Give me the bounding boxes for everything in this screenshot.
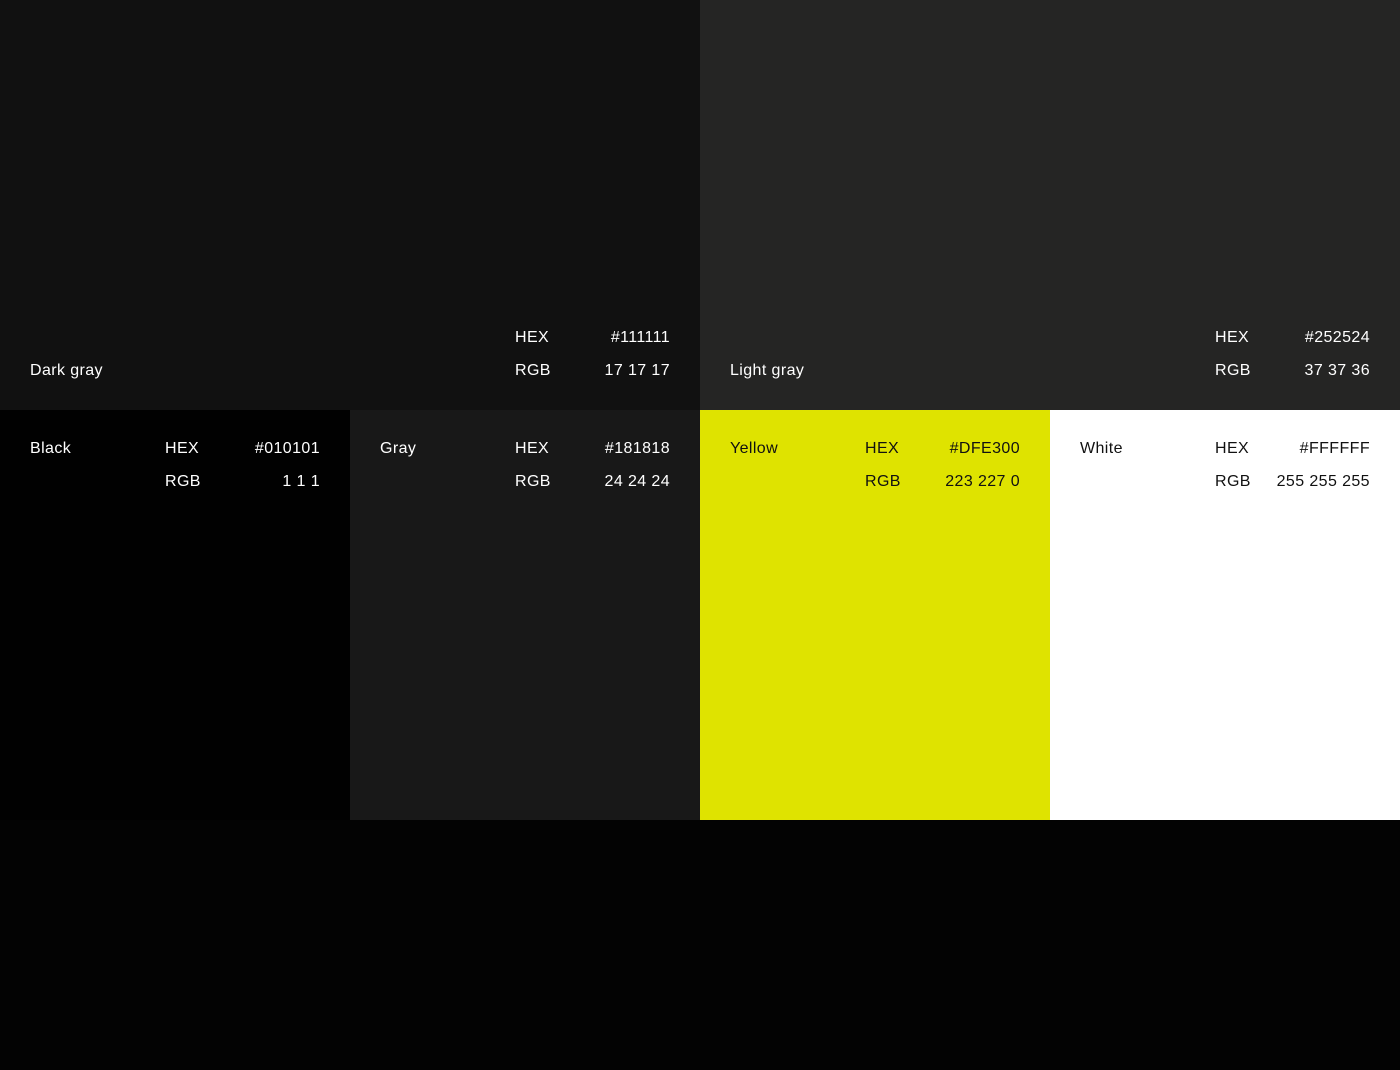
rgb-value: 255 255 255	[1276, 473, 1370, 490]
hex-label: HEX	[865, 440, 900, 457]
hex-value: #FFFFFF	[1299, 440, 1370, 457]
rgb-value: 37 37 36	[1304, 362, 1370, 379]
hex-value: #181818	[604, 440, 670, 457]
swatch-black: Black HEX #010101 RGB 1 1 1	[0, 410, 350, 820]
swatch-dark-gray: Dark gray HEX #111111 RGB 17 17 17	[0, 0, 700, 410]
hex-label: HEX	[1215, 440, 1250, 457]
swatch-name: White	[1080, 440, 1123, 457]
swatch-light-gray: Light gray HEX #252524 RGB 37 37 36	[700, 0, 1400, 410]
hex-value: #111111	[610, 329, 670, 346]
rgb-label: RGB	[165, 473, 201, 490]
hex-label: HEX	[1215, 329, 1250, 346]
hex-value: #010101	[254, 440, 320, 457]
swatch-white: White HEX #FFFFFF RGB 255 255 255	[1050, 410, 1400, 820]
rgb-label: RGB	[1215, 362, 1251, 379]
hex-label: HEX	[165, 440, 200, 457]
hex-value: #252524	[1304, 329, 1370, 346]
rgb-value: 223 227 0	[945, 473, 1020, 490]
rgb-value: 1 1 1	[282, 473, 320, 490]
swatch-name: Gray	[380, 440, 417, 457]
rgb-value: 17 17 17	[604, 362, 670, 379]
hex-value: #DFE300	[949, 440, 1020, 457]
swatch-name: Yellow	[730, 440, 779, 457]
rgb-label: RGB	[865, 473, 901, 490]
swatch-yellow: Yellow HEX #DFE300 RGB 223 227 0	[700, 410, 1050, 820]
swatch-gray: Gray HEX #181818 RGB 24 24 24	[350, 410, 700, 820]
swatch-name: Dark gray	[30, 362, 103, 379]
rgb-label: RGB	[1215, 473, 1251, 490]
swatch-name: Black	[30, 440, 72, 457]
rgb-value: 24 24 24	[604, 473, 670, 490]
hex-label: HEX	[515, 329, 550, 346]
swatch-name: Light gray	[730, 362, 805, 379]
rgb-label: RGB	[515, 362, 551, 379]
rgb-label: RGB	[515, 473, 551, 490]
hex-label: HEX	[515, 440, 550, 457]
